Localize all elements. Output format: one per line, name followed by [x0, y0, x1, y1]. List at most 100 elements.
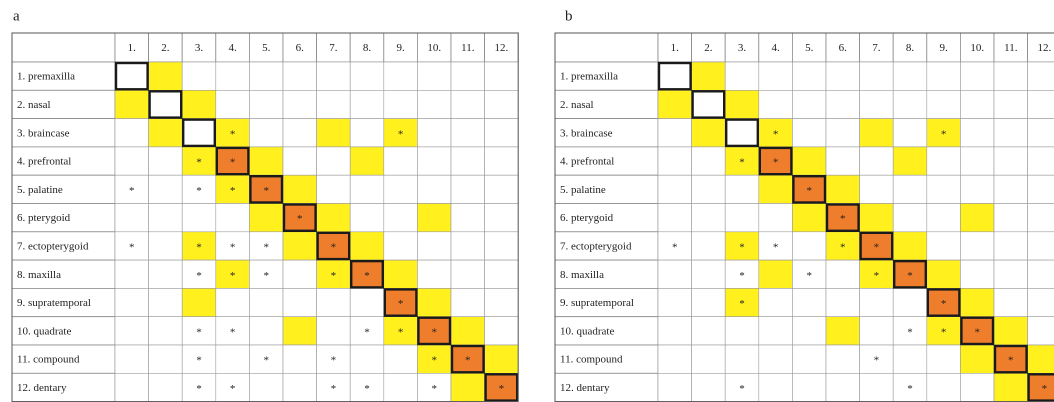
cell [859, 90, 894, 119]
cell [282, 146, 317, 176]
cell [926, 203, 961, 233]
cell [249, 372, 284, 402]
cell [758, 203, 793, 233]
cell [249, 259, 284, 289]
cell [181, 146, 217, 176]
cell-asterisk: * [196, 185, 202, 197]
cell [825, 174, 860, 204]
column-header: 8. [906, 42, 915, 54]
cell [181, 90, 217, 119]
cell [484, 118, 519, 148]
cell [450, 90, 485, 119]
cell [316, 344, 351, 374]
cell-asterisk: * [739, 383, 745, 395]
column-header: 12. [1038, 42, 1052, 54]
cell [859, 259, 894, 289]
cell [417, 288, 452, 317]
cell [282, 372, 317, 402]
cell [960, 344, 995, 374]
column-header: 11. [1004, 42, 1018, 54]
cell [859, 231, 894, 261]
diagonal-border [859, 231, 894, 261]
cell [792, 316, 827, 346]
cell [316, 316, 351, 346]
cell [825, 90, 860, 119]
row-label: 9. supratemporal [17, 297, 91, 309]
cell [758, 259, 793, 289]
cell [993, 174, 1028, 204]
row-label-cell [11, 316, 116, 346]
header-cell [282, 32, 317, 63]
cell-asterisk: * [331, 383, 337, 395]
cell [792, 288, 827, 317]
cell [792, 146, 827, 176]
cell [758, 146, 793, 176]
cell-asterisk: * [129, 241, 135, 253]
cell [148, 372, 183, 402]
cell [114, 344, 149, 374]
cell [484, 203, 519, 233]
diagonal-border [725, 118, 760, 148]
cell [792, 203, 827, 233]
cell [484, 288, 519, 317]
cell [383, 90, 418, 119]
cell [892, 146, 928, 176]
cell-asterisk: * [297, 213, 303, 225]
row-label: 4. prefrontal [17, 156, 71, 168]
cell [114, 316, 149, 346]
figure-body: a 1. 2. 3. 4. 5. 6. 7. 8. 9. 10. 11. 12. 1. premaxill… [11, 8, 1054, 402]
row-label-cell [554, 118, 659, 148]
column-header: 7. [329, 42, 338, 54]
cell-asterisk: * [672, 241, 678, 253]
column-header: 1. [128, 42, 137, 54]
cell [114, 61, 149, 91]
cell [181, 174, 217, 204]
row-label-cell [11, 89, 116, 120]
cell-asterisk: * [196, 383, 202, 395]
cell [657, 203, 692, 233]
cell [792, 61, 827, 91]
cell [349, 118, 385, 148]
cell [926, 344, 961, 374]
cell [657, 259, 692, 289]
cell [1027, 118, 1054, 148]
row-label-cell [11, 344, 116, 374]
cell [417, 174, 452, 204]
cell [792, 90, 827, 119]
cell [825, 61, 860, 91]
column-header: 5. [262, 42, 271, 54]
cell [450, 118, 485, 148]
cell [383, 61, 418, 91]
cell [859, 316, 894, 346]
cell [215, 90, 250, 119]
cell [282, 118, 317, 148]
cell-asterisk: * [364, 383, 370, 395]
cell [657, 288, 692, 317]
cell-asterisk: * [806, 185, 812, 197]
cell [926, 288, 961, 317]
cell [926, 372, 961, 402]
cell [724, 316, 760, 346]
cell [758, 288, 793, 317]
cell [484, 316, 519, 346]
cell [181, 61, 217, 91]
header-label-cell [11, 32, 116, 63]
cell [484, 61, 519, 91]
cell [450, 288, 485, 317]
cell [148, 259, 183, 289]
cell [859, 203, 894, 233]
cell [859, 118, 894, 148]
cell [926, 61, 961, 91]
cell [1027, 61, 1054, 91]
row-label: 5. palatine [560, 184, 606, 196]
cell-asterisk: * [739, 270, 745, 282]
row-label: 8. maxilla [560, 269, 604, 281]
diagonal-border [691, 90, 726, 119]
cell [825, 231, 860, 261]
cell [282, 203, 317, 233]
cell [349, 90, 385, 119]
header-cell [825, 32, 860, 63]
cell [859, 146, 894, 176]
diagonal-border [1027, 373, 1054, 402]
